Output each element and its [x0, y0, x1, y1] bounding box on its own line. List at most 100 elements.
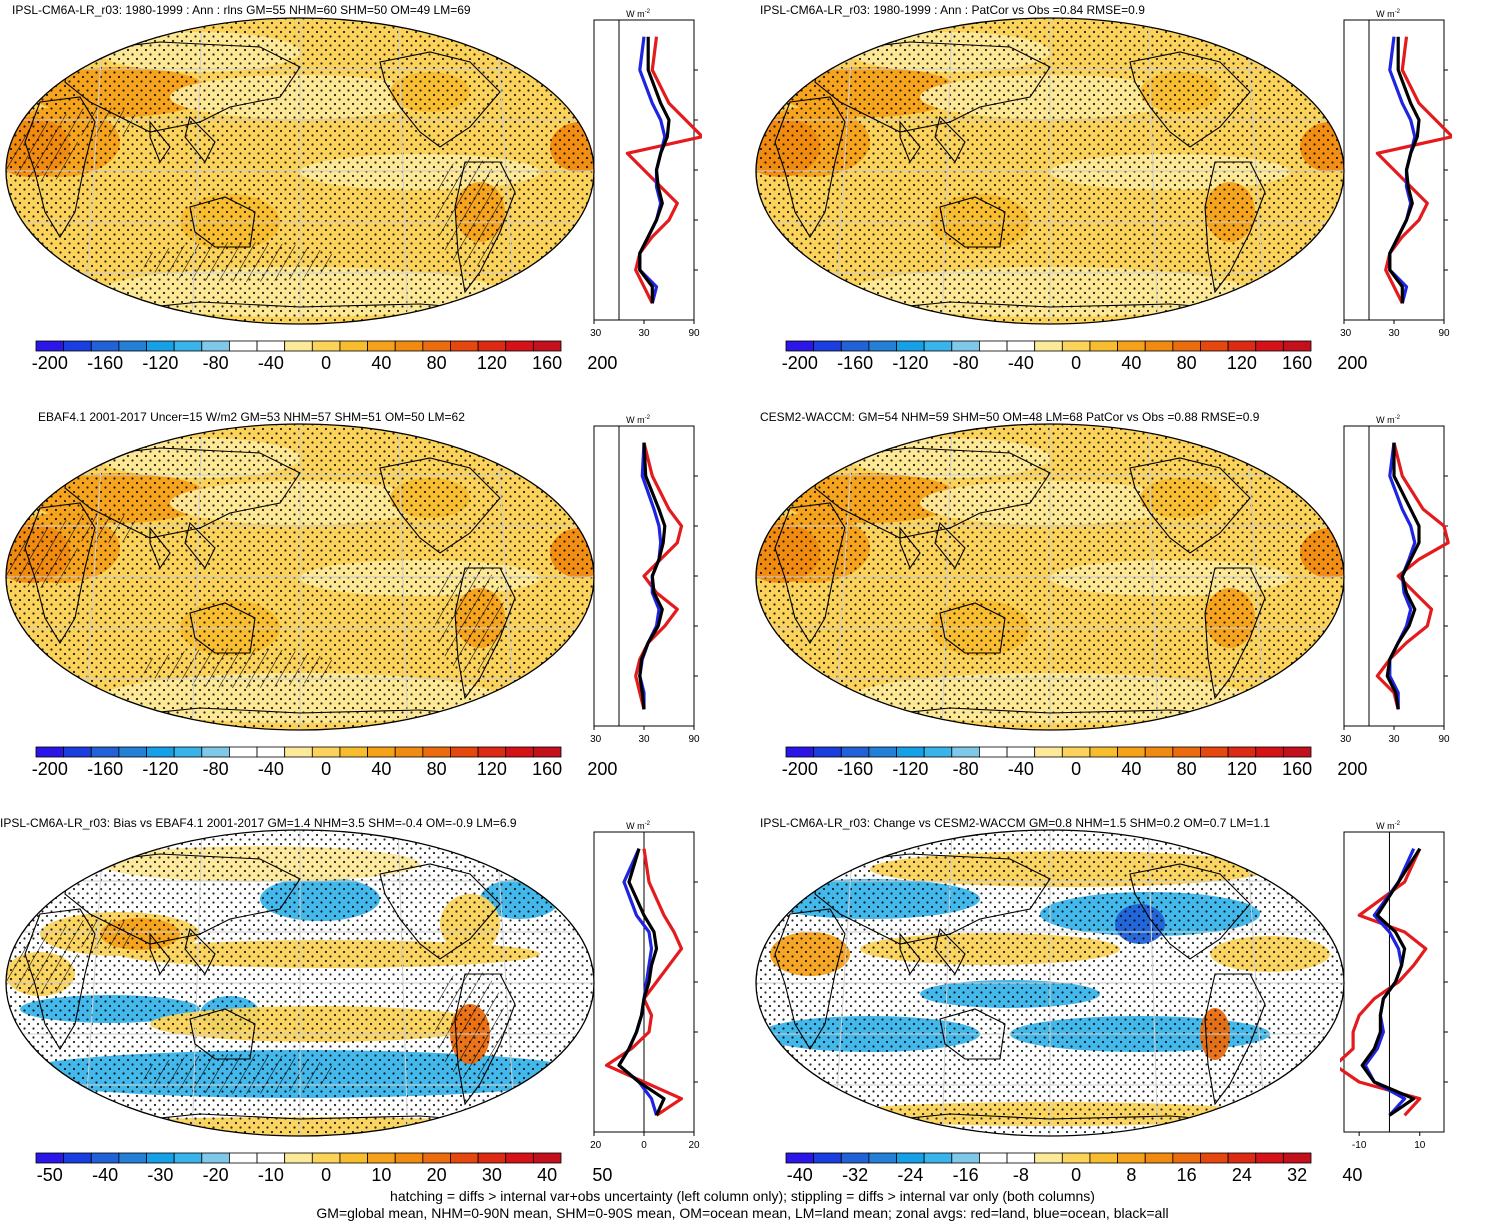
hatching	[60, 919, 140, 949]
coastline	[149, 521, 216, 570]
colorbar-label: 40	[371, 353, 392, 373]
colorbar-label: 80	[426, 353, 447, 373]
colorbar-swatch	[813, 340, 842, 352]
coastline	[519, 31, 571, 73]
colorbar-swatch	[1144, 340, 1174, 352]
colorbar-label: 0	[321, 353, 332, 373]
colorbar-swatch	[532, 746, 562, 758]
x-tick-label: 30	[1388, 734, 1400, 745]
colorbar-swatch	[1172, 746, 1201, 758]
panel-title: EBAF4.1 2001-2017 Uncer=15 W/m2 GM=53 NH…	[38, 410, 465, 424]
colorbar-label: 160	[1282, 759, 1313, 779]
colorbar-swatch	[896, 1152, 925, 1164]
graticule-meridian	[191, 830, 203, 1136]
graticule-meridian	[397, 424, 409, 730]
x-tick-label: 30	[1388, 328, 1400, 339]
colorbar-label: -80	[202, 759, 229, 779]
coastline	[24, 908, 96, 1051]
graticule-meridian	[397, 830, 409, 1136]
coastline	[379, 51, 501, 148]
coastline	[774, 96, 846, 239]
colorbar-swatch	[339, 746, 368, 758]
colorbar-swatch	[1089, 1152, 1118, 1164]
colorbar-swatch	[951, 746, 980, 758]
colorbar-label: -200	[31, 353, 68, 373]
zonal-ocean-line	[1388, 442, 1417, 710]
colorbar-swatch	[422, 746, 451, 758]
colorbar	[35, 340, 562, 352]
world-map	[5, 423, 595, 731]
zonal-all-line	[1385, 442, 1421, 710]
colorbar-swatch	[785, 746, 815, 758]
world-map	[755, 423, 1345, 731]
colorbar-swatch	[90, 340, 120, 352]
colorbar	[35, 1152, 562, 1164]
coastline	[814, 41, 1051, 133]
colorbar-swatch	[1282, 1152, 1312, 1164]
coastline	[1269, 843, 1321, 885]
colorbar-swatch	[1172, 340, 1201, 352]
coastline	[454, 973, 516, 1106]
coastline	[64, 853, 301, 945]
colorbar-swatch	[923, 340, 953, 352]
colorbar-label: -30	[147, 1165, 174, 1185]
colorbar-label: -40	[786, 1165, 813, 1185]
colorbar-swatch	[201, 340, 230, 352]
colorbar-label: 10	[371, 1165, 392, 1185]
colorbar-swatch	[1061, 1152, 1091, 1164]
hatching	[435, 563, 505, 673]
graticule-meridian	[1147, 424, 1159, 730]
units-label: W m-2	[1376, 9, 1400, 19]
colorbar-label: -80	[952, 353, 979, 373]
colorbar-swatch	[1227, 340, 1257, 352]
zonal-all-line	[1360, 847, 1422, 1117]
colorbar-swatch	[311, 340, 341, 352]
colorbar-swatch	[1089, 746, 1118, 758]
coastline	[149, 927, 216, 976]
colorbar-label: -24	[897, 1165, 924, 1185]
colorbar-swatch	[229, 340, 258, 352]
hatching	[6, 528, 80, 588]
colorbar-label: -160	[837, 759, 874, 779]
colorbar-swatch	[840, 340, 870, 352]
colorbar-swatch	[63, 340, 92, 352]
colorbar-label: 20	[426, 1165, 447, 1185]
colorbar-swatch	[63, 746, 92, 758]
colorbar	[785, 1152, 1312, 1164]
colorbar-swatch	[868, 746, 897, 758]
x-tick-label: 0	[641, 1140, 647, 1151]
colorbar-swatch	[896, 340, 925, 352]
colorbar-label: 40	[371, 759, 392, 779]
colorbar-label: -40	[257, 759, 284, 779]
colorbar-swatch	[1061, 746, 1091, 758]
colorbar-swatch	[256, 1152, 286, 1164]
units-label: W m-2	[626, 9, 650, 19]
colorbar-swatch	[90, 1152, 120, 1164]
coastline	[774, 908, 846, 1051]
colorbar-swatch	[367, 340, 396, 352]
world-map	[755, 17, 1345, 325]
colorbar-swatch	[1255, 746, 1284, 758]
colorbar-swatch	[146, 1152, 175, 1164]
colorbar-label: 30	[481, 1165, 502, 1185]
colorbar-label: 200	[1337, 353, 1368, 373]
coastline	[519, 437, 571, 479]
colorbar-swatch	[173, 746, 203, 758]
coastline	[1129, 457, 1251, 554]
zonal-all-line	[617, 848, 666, 1116]
coastline	[149, 115, 216, 164]
colorbar-label: -40	[1007, 353, 1034, 373]
colorbar-swatch	[367, 746, 396, 758]
colorbar-label: -160	[837, 353, 874, 373]
colorbar-label: 160	[532, 353, 563, 373]
coastline	[1269, 437, 1321, 479]
colorbar-label: -120	[892, 759, 929, 779]
colorbar-label: 120	[476, 759, 507, 779]
hatching	[6, 122, 80, 182]
hatching	[140, 648, 340, 688]
colorbar-label: -40	[257, 353, 284, 373]
